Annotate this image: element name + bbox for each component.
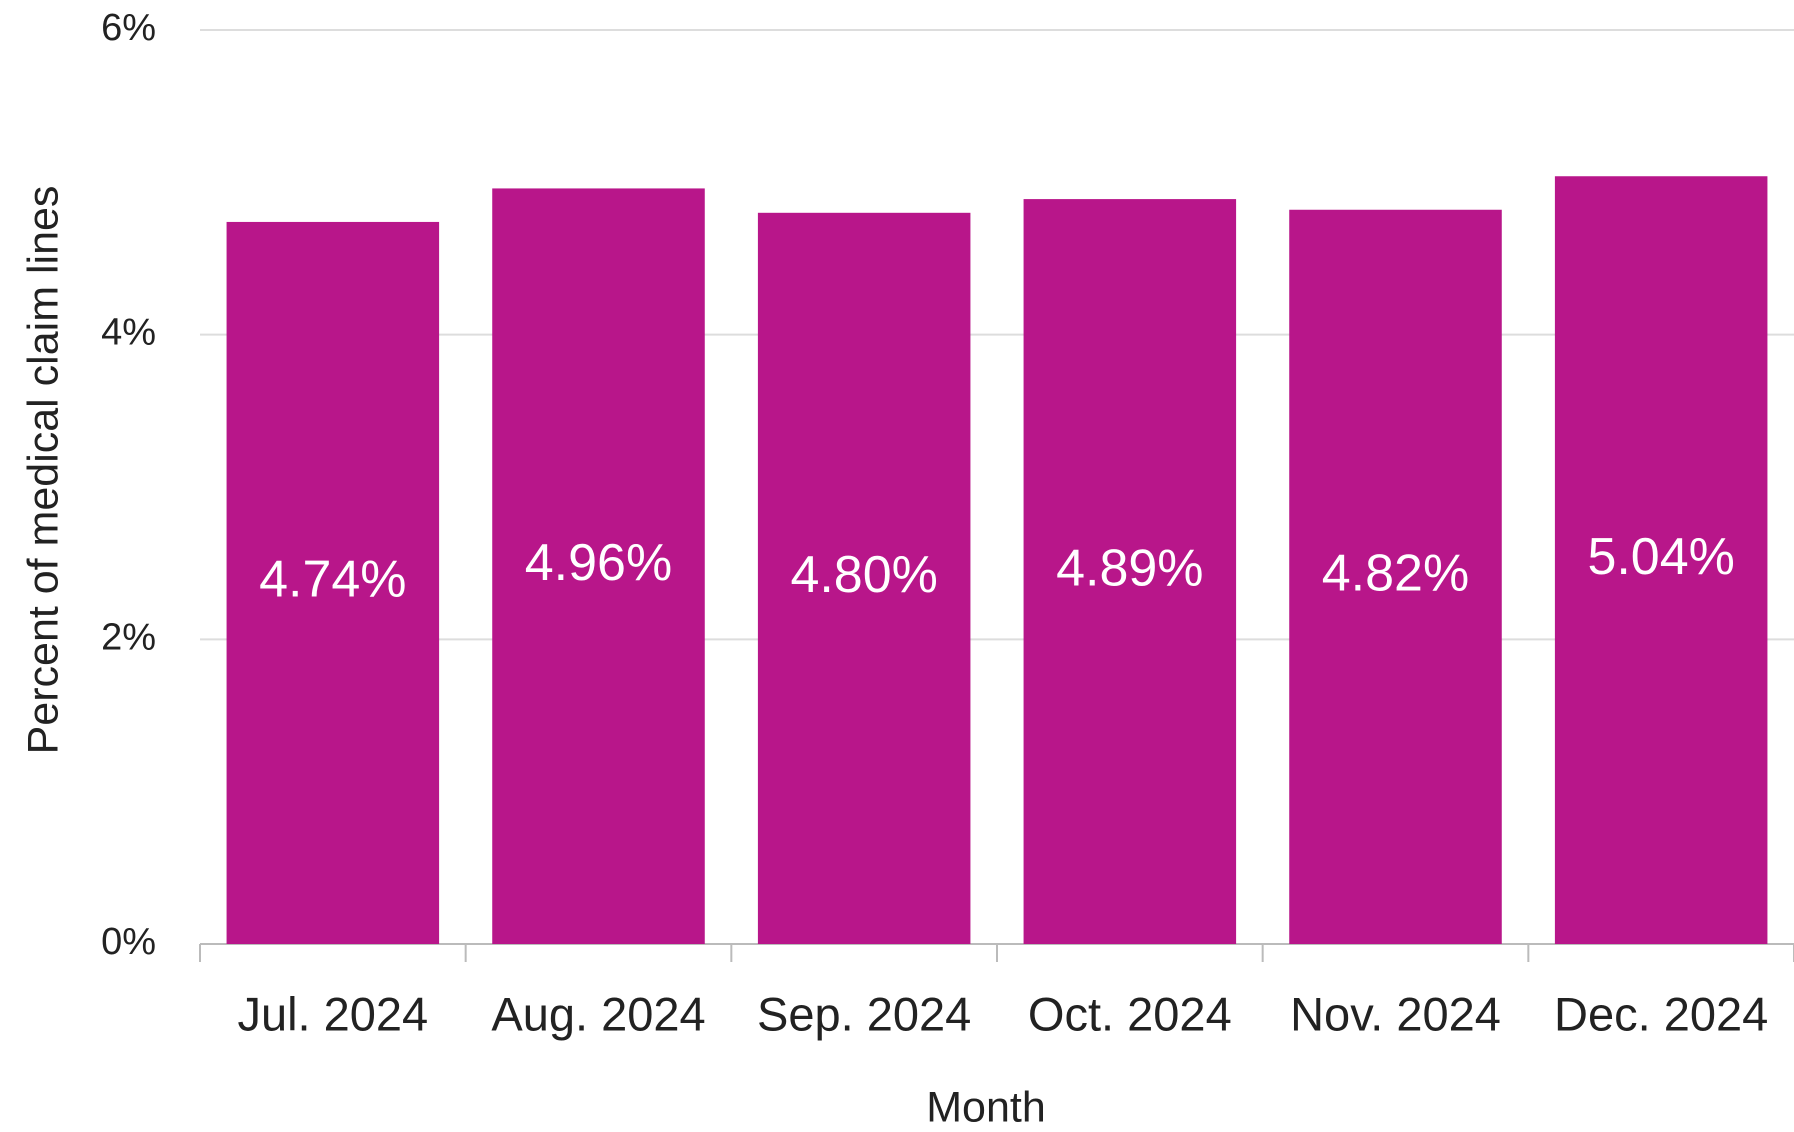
bar [1023,199,1237,945]
data-label: 4.74% [259,551,406,609]
y-axis-title: Percent of medical claim lines [19,186,67,755]
y-tick-label: 4% [101,312,156,354]
bar [226,221,440,944]
x-tick-label: Dec. 2024 [1554,987,1768,1040]
data-label: 4.96% [525,534,672,592]
x-tick-label: Aug. 2024 [491,987,705,1040]
y-tick-label: 6% [101,7,156,49]
x-tick-label: Jul. 2024 [237,987,428,1040]
data-label: 5.04% [1587,528,1734,586]
bar [1554,176,1768,945]
x-axis-title: Month [926,1083,1046,1131]
x-tick-label: Sep. 2024 [757,987,971,1040]
data-label: 4.89% [1056,539,1203,597]
x-tick-label: Oct. 2024 [1028,987,1232,1040]
data-label: 4.80% [790,546,937,604]
bar [1289,209,1502,945]
bar [757,212,971,945]
bar [492,188,705,945]
y-tick-label: 2% [101,616,156,658]
data-label: 4.82% [1322,545,1469,603]
y-tick-label: 0% [101,921,156,963]
x-tick-label: Nov. 2024 [1290,987,1501,1040]
